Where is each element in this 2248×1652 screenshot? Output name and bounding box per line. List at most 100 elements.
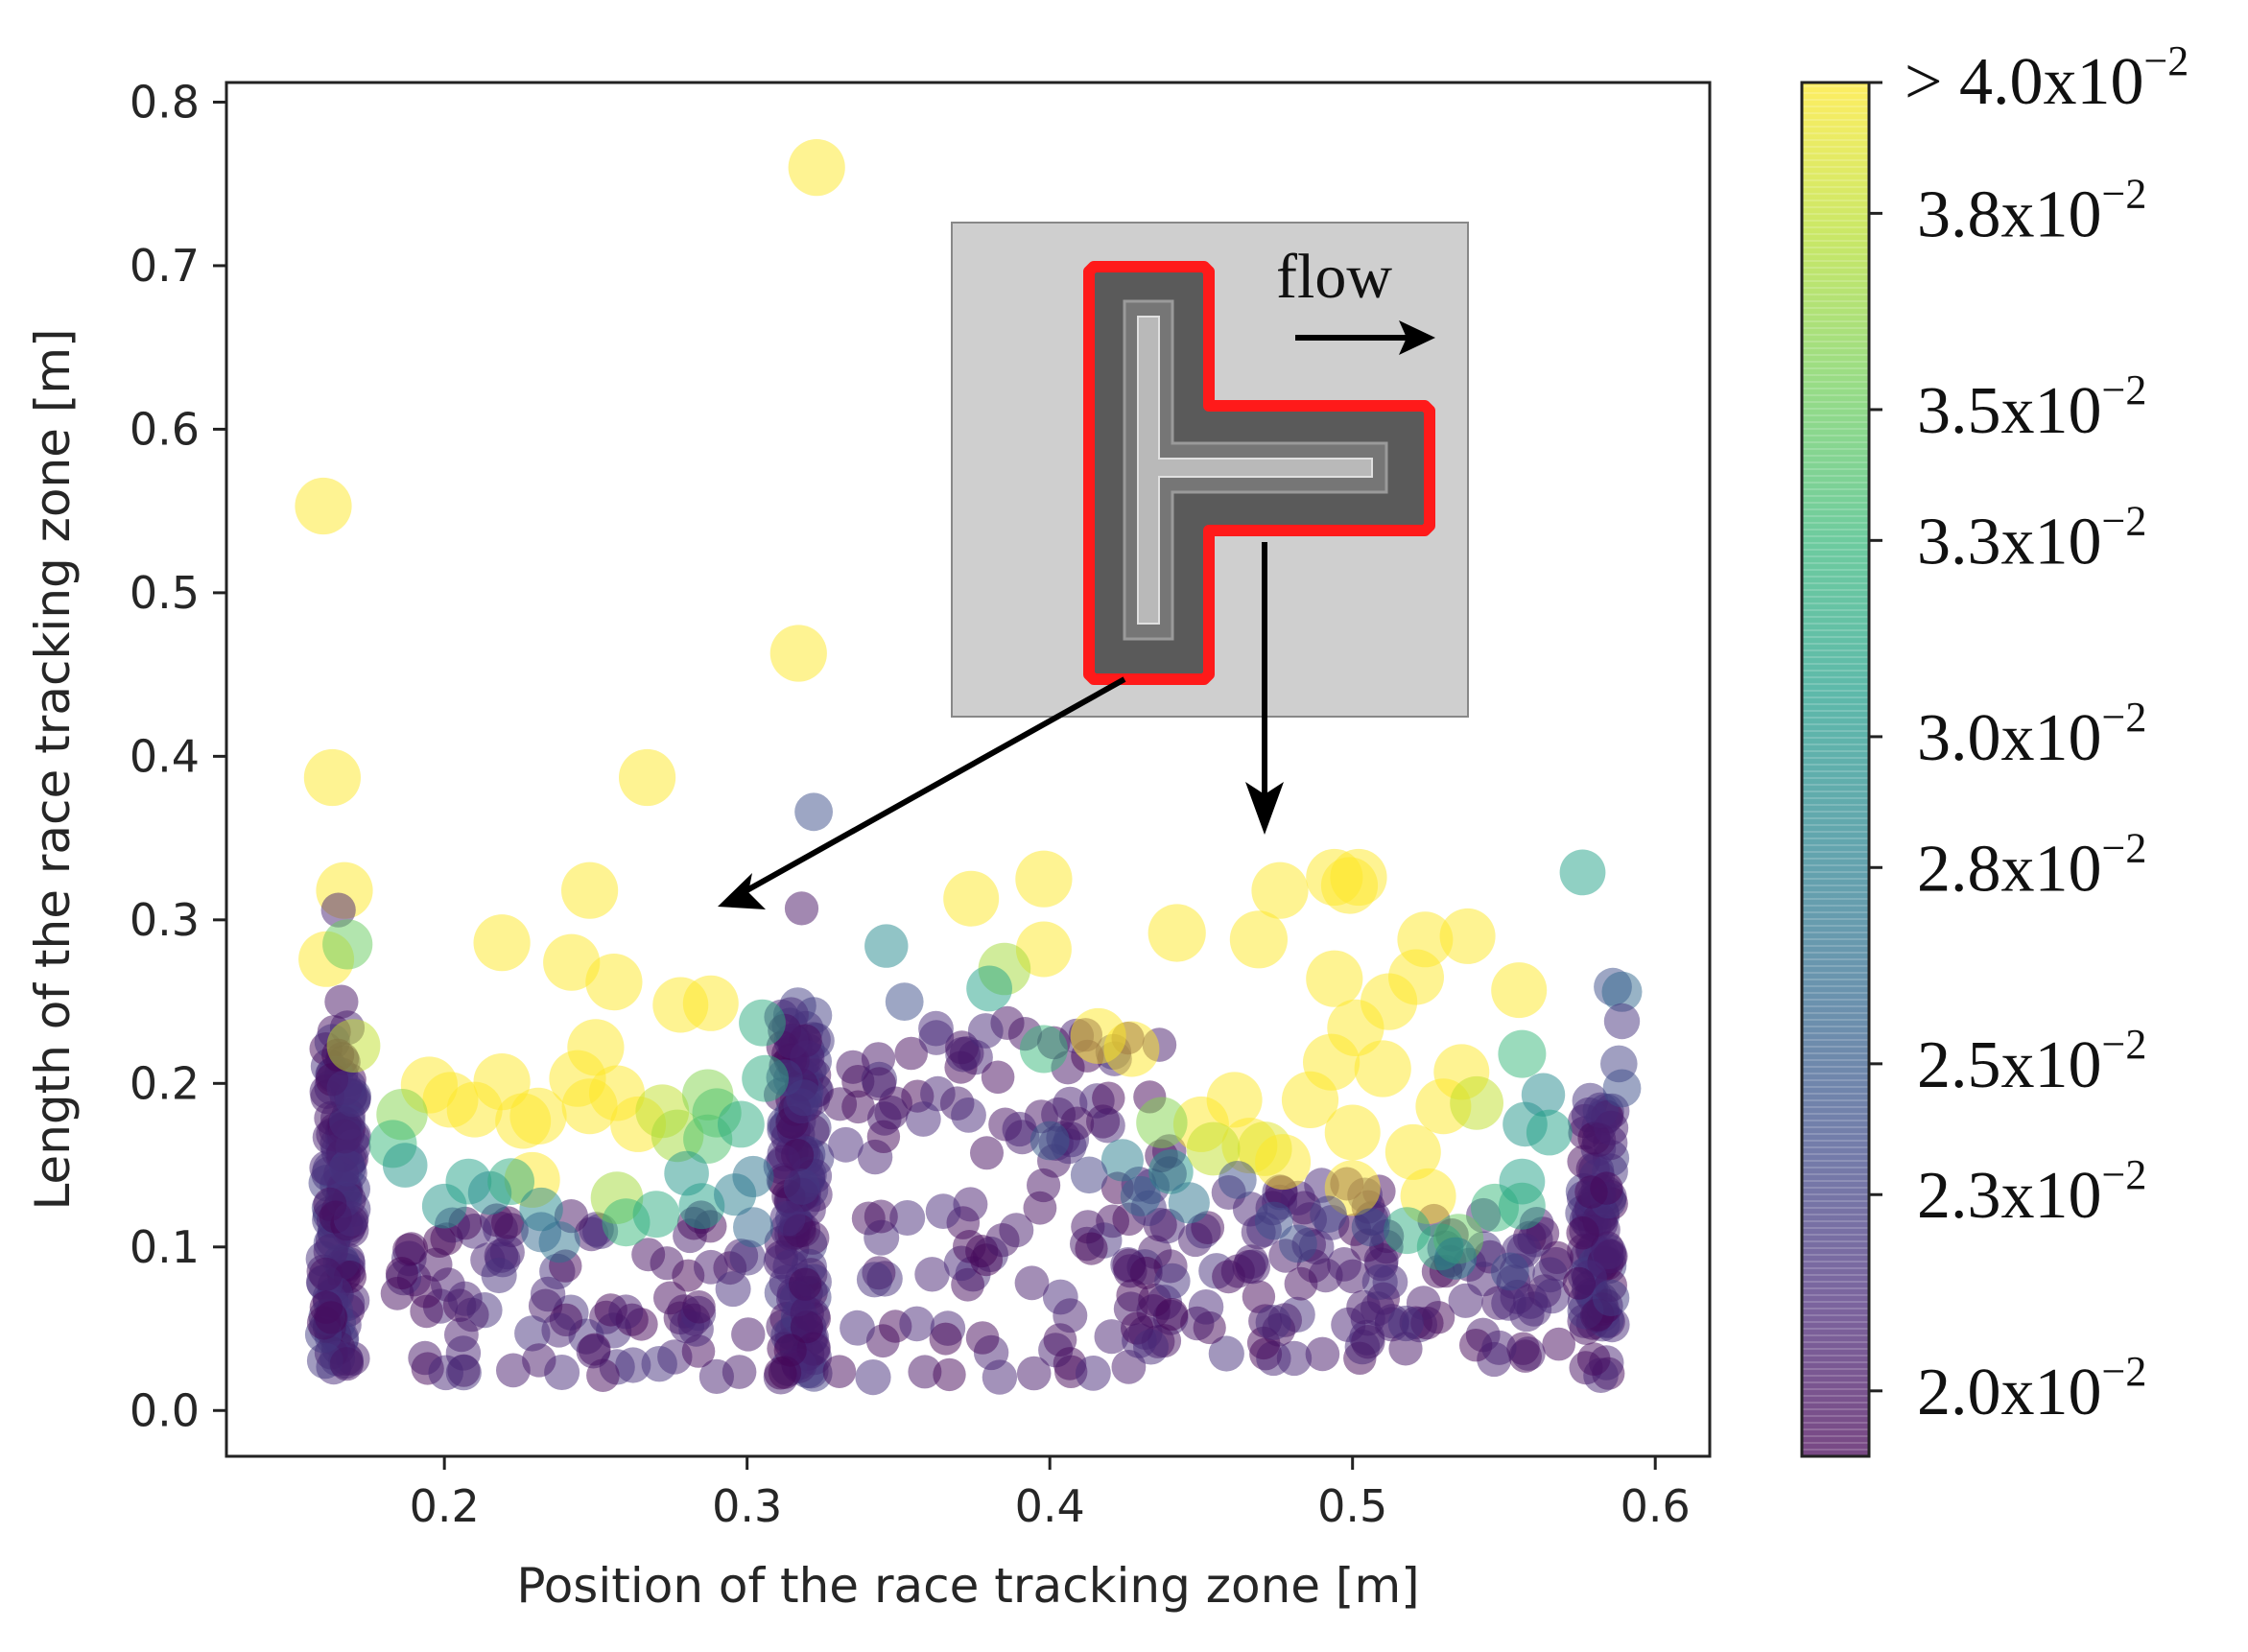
scatter-point-cluster-4 — [951, 1097, 986, 1133]
scatter-point — [1279, 1224, 1317, 1263]
scatter-point — [1498, 1029, 1547, 1078]
scatter-point — [885, 982, 924, 1021]
scatter-point-cluster-5 — [1280, 1180, 1315, 1215]
scatter-point-cluster-0 — [327, 1119, 363, 1154]
scatter-point-cluster-4 — [841, 1090, 875, 1124]
scatter-point-cluster-4 — [822, 1355, 857, 1388]
scatter-point-cluster-3 — [722, 1355, 757, 1389]
scatter-point-cluster-3 — [653, 1281, 687, 1315]
scatter-point-cluster-2 — [1593, 1239, 1628, 1274]
scatter-point — [585, 954, 643, 1011]
scatter-point-cluster-4 — [1076, 1356, 1111, 1391]
scatter-point — [1601, 971, 1643, 1012]
arrow-left-head-icon — [718, 873, 766, 909]
scatter-point — [521, 1212, 562, 1253]
colorbar-tick-mantissa: > 4.0x10 — [1905, 45, 2143, 119]
scatter-point-cluster-4 — [953, 1230, 986, 1263]
scatter-point-cluster-6 — [1388, 1332, 1423, 1366]
scatter-point — [1251, 861, 1309, 919]
x-axis-label: Position of the race tracking zone [m] — [516, 1558, 1419, 1614]
scatter-point-cluster-4 — [864, 1199, 898, 1234]
inset-diagram: flow — [951, 222, 1469, 718]
scatter-point — [1354, 1040, 1411, 1097]
scatter-point — [1439, 908, 1496, 964]
scatter-point — [1281, 1071, 1339, 1128]
scatter-point — [769, 625, 827, 682]
scatter-point — [382, 1143, 428, 1188]
scatter-point — [303, 748, 361, 807]
scatter-point — [1526, 1109, 1573, 1156]
scatter-point-cluster-1 — [789, 1267, 822, 1301]
scatter-point-cluster-4 — [828, 1126, 864, 1163]
scatter-point — [1229, 910, 1288, 969]
scatter-point-cluster-5 — [1155, 1298, 1189, 1331]
colorbar-tick-exponent: −2 — [2102, 824, 2147, 871]
scatter-point-cluster-3 — [541, 1312, 577, 1348]
scatter-point-cluster-4 — [908, 1355, 942, 1389]
colorbar-tick-exponent: −2 — [2102, 1151, 2147, 1198]
scatter-point — [1015, 850, 1073, 908]
scatter-point-cluster-4 — [1016, 1356, 1052, 1391]
scatter-point-cluster-6 — [1481, 1330, 1517, 1365]
colorbar: > 4.0x10−23.8x10−23.5x10−23.3x10−23.0x10… — [1800, 37, 2189, 1458]
scatter-point — [1148, 1149, 1194, 1194]
scatter-point — [733, 1207, 773, 1248]
scatter-point — [1603, 1003, 1641, 1040]
scatter-point-cluster-4 — [970, 1136, 1004, 1170]
scatter-point-cluster-6 — [1509, 1296, 1545, 1333]
scatter-point-cluster-5 — [1113, 1254, 1148, 1288]
scatter-point — [1206, 1072, 1263, 1128]
scatter-point — [1521, 1073, 1566, 1117]
scatter-point — [739, 999, 786, 1047]
scatter-point-cluster-3 — [496, 1353, 531, 1388]
scatter-point-cluster-2 — [1592, 1279, 1630, 1317]
colorbar-tick-label: 2.5x10−2 — [1917, 1021, 2146, 1102]
scatter-point-cluster-4 — [905, 1101, 941, 1137]
x-axis-ticks: 0.2 0.3 0.4 0.5 0.6 — [410, 1456, 1691, 1532]
y-tick-label: 0.7 — [130, 240, 200, 292]
colorbar-tick-label: 2.3x10−2 — [1917, 1151, 2146, 1233]
colorbar-tick-mantissa: 2.5x10 — [1917, 1028, 2102, 1102]
scatter-point-cluster-3 — [423, 1224, 457, 1258]
y-tick-label: 0.1 — [130, 1221, 200, 1273]
y-tick-label: 0.2 — [130, 1057, 200, 1109]
scatter-point-cluster-3 — [608, 1294, 644, 1330]
scatter-point-cluster-3 — [650, 1246, 684, 1281]
scatter-point — [1324, 1104, 1381, 1161]
y-tick-label: 0.5 — [130, 567, 200, 619]
scatter-point-cluster-4 — [981, 1060, 1015, 1095]
scatter-point-cluster-4 — [1094, 1319, 1129, 1355]
scatter-point-cluster-0 — [306, 1306, 341, 1340]
scatter-point — [1450, 1075, 1503, 1130]
scatter-point — [1310, 1195, 1347, 1233]
scatter-point-cluster-3 — [385, 1257, 418, 1290]
colorbar-tick-exponent: −2 — [2102, 366, 2147, 413]
scatter-point-cluster-5 — [1180, 1306, 1215, 1341]
scatter-point-cluster-5 — [1255, 1305, 1291, 1340]
scatter-point-cluster-0 — [326, 1070, 363, 1106]
scatter-point-cluster-6 — [1562, 1266, 1596, 1300]
scatter-point — [322, 919, 373, 970]
scatter-point-cluster-4 — [965, 1321, 1000, 1355]
scatter-point-cluster-4 — [953, 1187, 988, 1222]
y-axis-ticks: 0.0 0.1 0.2 0.3 0.4 0.5 0.6 0.7 0.8 — [130, 76, 226, 1436]
scatter-point-cluster-0 — [308, 1257, 343, 1291]
scatter-point-cluster-4 — [855, 1359, 891, 1396]
scatter-point-cluster-4 — [967, 1013, 1004, 1049]
scatter-points — [295, 139, 1643, 1396]
scatter-point — [794, 792, 833, 832]
colorbar-tick-exponent: −2 — [2102, 497, 2147, 544]
x-tick-label: 0.5 — [1317, 1480, 1387, 1532]
scatter-point — [1384, 1207, 1431, 1255]
scatter-point-cluster-0 — [323, 1156, 360, 1192]
scatter-point-cluster-2 — [1566, 1216, 1599, 1250]
y-tick-label: 0.4 — [130, 730, 200, 782]
scatter-point-cluster-4 — [925, 1193, 961, 1229]
scatter-point-cluster-3 — [641, 1346, 677, 1382]
t-channel-core — [1137, 316, 1373, 625]
scatter-point — [784, 891, 819, 926]
scatter-point — [1388, 949, 1444, 1005]
scatter-point-cluster-3 — [522, 1343, 556, 1378]
y-axis-label: Length of the race tracking zone [m] — [25, 328, 81, 1210]
